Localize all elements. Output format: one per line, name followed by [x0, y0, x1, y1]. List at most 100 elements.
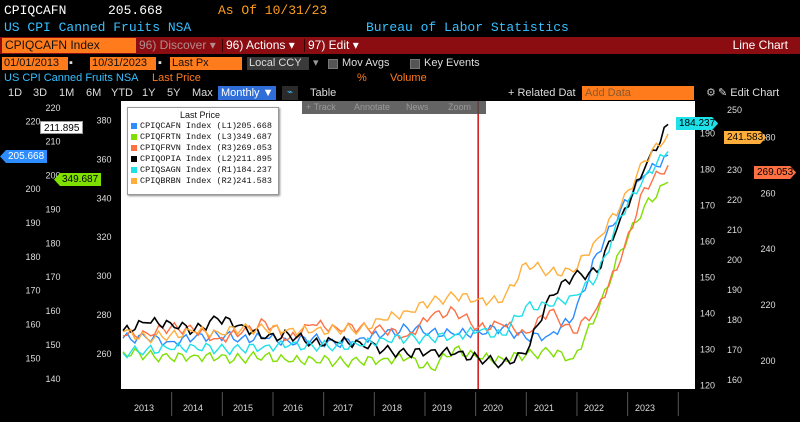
- security-description: US CPI Canned Fruits NSA: [4, 20, 192, 35]
- period-bar: 1D 3D 1M 6M YTD 1Y 5Y Max Monthly ▼ ⌁ Ta…: [0, 86, 800, 100]
- y-tick-label: 180: [25, 252, 40, 262]
- annotate-tool[interactable]: Annotate: [354, 102, 391, 112]
- date-separator: ▪: [158, 57, 162, 69]
- y-tick-label: 150: [700, 272, 715, 282]
- legend-swatch: [131, 123, 137, 129]
- edit-menu[interactable]: 97) Edit ▾: [308, 38, 359, 52]
- period-3d[interactable]: 3D: [33, 87, 48, 99]
- news-tool[interactable]: News: [406, 102, 429, 112]
- end-date-input[interactable]: 10/31/2023: [90, 57, 156, 70]
- zoom-tool[interactable]: Zoom: [448, 102, 472, 112]
- legend-swatch: [131, 178, 137, 184]
- price-tag-cpiqsagn: 184.237: [676, 117, 718, 130]
- annotation-toolbar: + Track Annotate News Zoom: [302, 101, 486, 114]
- price-tag-cpiqfrtn: 349.687: [54, 173, 102, 186]
- y-tick-label: 340: [96, 193, 111, 203]
- y-tick-label: 360: [96, 154, 111, 164]
- related-data-button[interactable]: + Related Dat: [508, 87, 576, 99]
- price-tag-cpiqfrvn: 269.053: [754, 166, 796, 179]
- legend-series-value: 184.237: [236, 165, 272, 175]
- last-price: 205.668: [108, 3, 163, 18]
- actions-menu[interactable]: 96) Actions ▾: [226, 38, 295, 52]
- legend-series-name: CPIQFRTN Index (L3): [140, 132, 237, 142]
- y-tick-label: 380: [96, 115, 111, 125]
- series-label: US CPI Canned Fruits NSA: [4, 72, 139, 84]
- y-tick-label: 140: [700, 308, 715, 318]
- y-tick-label: 160: [45, 306, 60, 316]
- y-tick-label: 120: [700, 380, 715, 390]
- y-tick-label: 220: [45, 103, 60, 113]
- series-line-cpiqfrvn: [122, 165, 669, 344]
- percent-label: %: [357, 72, 367, 84]
- x-tick-label: 2016: [283, 403, 304, 413]
- legend-swatch: [131, 156, 137, 162]
- y-tick-label: 200: [25, 184, 40, 194]
- period-1y[interactable]: 1Y: [142, 87, 156, 99]
- legend-series-value: 211.895: [236, 154, 272, 164]
- y-tick-label: 250: [727, 105, 742, 115]
- discover-menu[interactable]: 96) Discover ▾: [139, 38, 216, 52]
- edit-chart-button[interactable]: ✎ Edit Chart: [718, 86, 779, 100]
- y-tick-label: 170: [25, 286, 40, 296]
- y-tick-label: 140: [45, 374, 60, 384]
- mov-avgs-checkbox[interactable]: [328, 59, 338, 69]
- period-max[interactable]: Max: [192, 87, 213, 99]
- y-tick-label: 170: [45, 272, 60, 282]
- currency-select[interactable]: Local CCY: [247, 57, 309, 70]
- legend-swatch: [131, 134, 137, 140]
- x-tick-label: 2015: [233, 403, 254, 413]
- field-select[interactable]: Last Px: [170, 57, 242, 70]
- y-tick-label: 160: [25, 320, 40, 330]
- toolbar-divider: [304, 39, 305, 52]
- edit-label: 97) Edit: [308, 38, 350, 52]
- period-1d[interactable]: 1D: [8, 87, 23, 99]
- start-date-input[interactable]: 01/01/2013: [2, 57, 68, 70]
- y-tick-label: 180: [45, 238, 60, 248]
- y-tick-label: 160: [727, 375, 742, 385]
- chart-legend[interactable]: Last Price CPIQCAFN Index (L1) 205.668 C…: [127, 107, 279, 195]
- legend-item: CPIQBRBN Index (R2) 241.583: [131, 176, 276, 186]
- date-range-row: 01/01/2013 ▪ 10/31/2023 ▪ Last Px Local …: [0, 56, 800, 72]
- legend-series-value: 205.668: [236, 121, 272, 131]
- period-6m[interactable]: 6M: [86, 87, 102, 99]
- series-line-cpiqsagn: [122, 150, 669, 359]
- mov-avgs-label: Mov Avgs: [342, 57, 390, 69]
- period-1m[interactable]: 1M: [59, 87, 75, 99]
- y-tick-label: 150: [25, 354, 40, 364]
- function-toolbar: CPIQCAFN Index 96) Discover ▾ 96) Action…: [0, 37, 800, 54]
- y-tick-label: 220: [25, 116, 40, 126]
- key-events-checkbox[interactable]: [410, 59, 420, 69]
- legend-header: Last Price: [180, 110, 221, 120]
- key-events-label: Key Events: [424, 57, 480, 69]
- ticker-symbol: CPIQCAFN: [4, 3, 67, 18]
- y-tick-label: 300: [96, 271, 111, 281]
- y-tick-label: 150: [45, 340, 60, 350]
- y-tick-label: 280: [96, 310, 111, 320]
- y-tick-label: 220: [727, 195, 742, 205]
- y-tick-label: 230: [727, 165, 742, 175]
- period-ytd[interactable]: YTD: [111, 87, 133, 99]
- frequency-select[interactable]: Monthly ▼: [218, 86, 276, 100]
- series-line-cpiqopia: [122, 123, 669, 369]
- y-tick-label: 190: [727, 285, 742, 295]
- settings-icon[interactable]: ⚙: [706, 87, 716, 99]
- track-tool[interactable]: + Track: [306, 102, 336, 112]
- add-data-input[interactable]: Add Data: [582, 86, 694, 100]
- legend-item: CPIQFRVN Index (R3) 269.053: [131, 143, 276, 153]
- description-row: US CPI Canned Fruits NSA Bureau of Labor…: [0, 20, 800, 37]
- period-5y[interactable]: 5Y: [167, 87, 181, 99]
- currency-dropdown-icon[interactable]: ▾: [313, 57, 319, 69]
- x-tick-label: 2014: [183, 403, 204, 413]
- table-button[interactable]: Table: [310, 87, 337, 99]
- security-input[interactable]: CPIQCAFN Index: [2, 38, 136, 53]
- y-tick-label: 260: [96, 349, 111, 359]
- chart-type-icon[interactable]: ⌁: [282, 86, 298, 100]
- gridlines: [171, 101, 679, 416]
- x-tick-label: 2021: [534, 403, 555, 413]
- x-tick-label: 2013: [134, 403, 155, 413]
- legend-item: CPIQFRTN Index (L3) 349.687: [131, 132, 276, 142]
- y-tick-label: 200: [760, 356, 775, 366]
- y-tick-label: 170: [727, 345, 742, 355]
- legend-series-name: CPIQFRVN Index (R3): [140, 143, 237, 153]
- header-row: CPIQCAFN 205.668 As Of 10/31/23: [0, 0, 800, 20]
